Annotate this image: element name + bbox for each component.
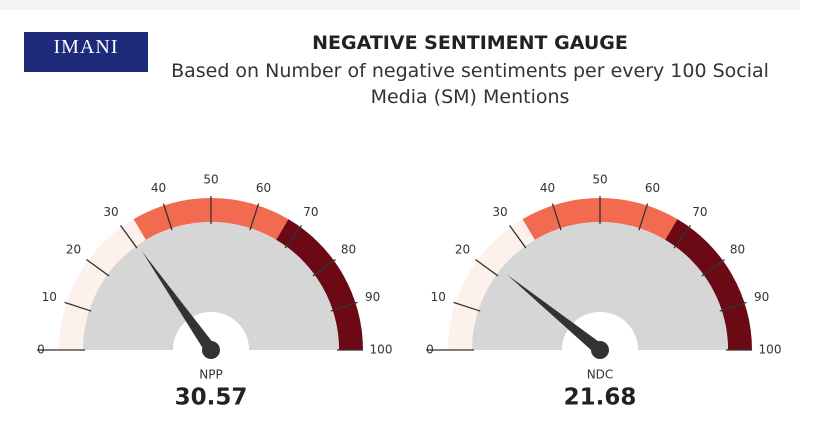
tick-label: 50 bbox=[203, 173, 218, 187]
tick-label: 10 bbox=[42, 290, 57, 304]
gauge-face bbox=[83, 222, 339, 350]
gauge-band bbox=[665, 219, 752, 350]
gauge-band bbox=[276, 219, 363, 350]
gauge-name: NDC bbox=[587, 368, 614, 382]
tick-label: 60 bbox=[256, 181, 271, 195]
tick-mark bbox=[673, 225, 692, 249]
tick-label: 80 bbox=[730, 243, 745, 257]
tick-mark bbox=[719, 301, 747, 312]
logo: IMANI bbox=[24, 32, 148, 72]
gauge-band bbox=[448, 219, 535, 350]
tick-label: 30 bbox=[492, 205, 507, 219]
needle bbox=[142, 251, 216, 354]
gauge-value: 30.57 bbox=[175, 385, 248, 411]
tick-mark bbox=[64, 301, 92, 312]
gauge-name: NPP bbox=[199, 368, 222, 382]
tick-mark bbox=[551, 203, 562, 231]
needle-hub bbox=[202, 341, 220, 359]
tick-label: 90 bbox=[754, 290, 769, 304]
tick-label: 60 bbox=[645, 181, 660, 195]
tick-label: 50 bbox=[592, 173, 607, 187]
tick-label: 30 bbox=[103, 205, 118, 219]
tick-mark bbox=[162, 203, 173, 231]
subtitle: Based on Number of negative sentiments p… bbox=[171, 60, 769, 108]
tick-label: 100 bbox=[759, 343, 782, 357]
tick-label: 40 bbox=[540, 181, 555, 195]
top-bar bbox=[0, 0, 800, 10]
tick-label: 10 bbox=[431, 290, 446, 304]
tick-mark bbox=[312, 258, 336, 277]
gauge-value: 21.68 bbox=[564, 385, 637, 411]
tick-label: 20 bbox=[66, 243, 81, 257]
tick-label: 40 bbox=[151, 181, 166, 195]
tick-mark bbox=[638, 203, 649, 231]
tick-mark bbox=[701, 258, 725, 277]
tick-mark bbox=[453, 301, 481, 312]
tick-label: 80 bbox=[341, 243, 356, 257]
tick-label: 20 bbox=[455, 243, 470, 257]
tick-mark bbox=[330, 301, 358, 312]
gauge-band bbox=[59, 219, 146, 350]
tick-mark bbox=[508, 225, 527, 249]
needle bbox=[506, 274, 604, 355]
tick-label: 70 bbox=[303, 205, 318, 219]
needle-hub bbox=[591, 341, 609, 359]
tick-mark bbox=[86, 258, 110, 277]
tick-label: 70 bbox=[692, 205, 707, 219]
tick-mark bbox=[284, 225, 303, 249]
gauge-face bbox=[472, 222, 728, 350]
tick-label: 100 bbox=[370, 343, 393, 357]
tick-mark bbox=[119, 225, 138, 249]
tick-mark bbox=[249, 203, 260, 231]
tick-label: 90 bbox=[365, 290, 380, 304]
title: NEGATIVE SENTIMENT GAUGE bbox=[312, 32, 628, 54]
tick-mark bbox=[475, 258, 499, 277]
